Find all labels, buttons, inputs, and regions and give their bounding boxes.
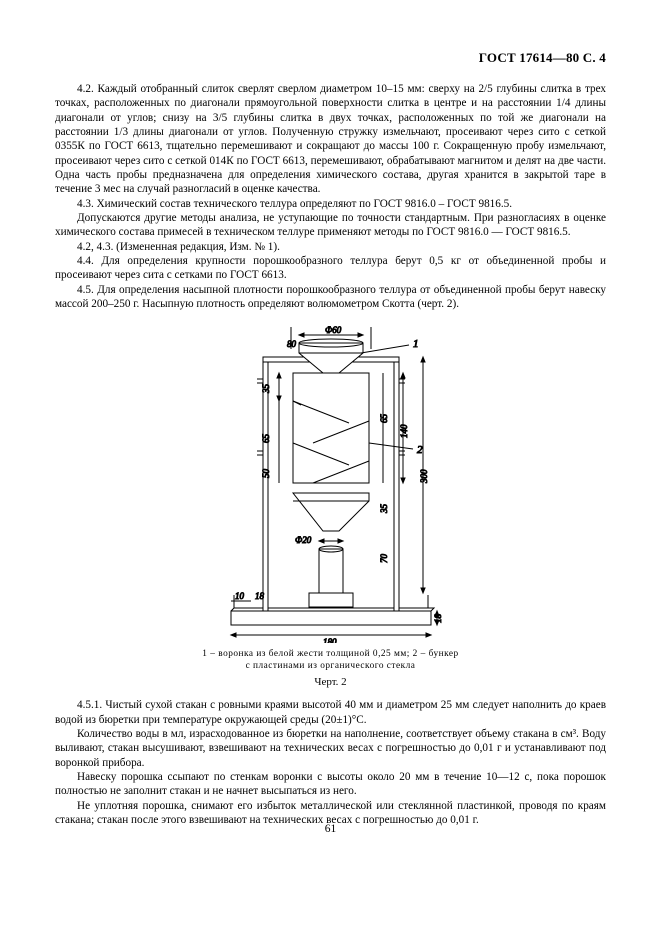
dim-70: 70 bbox=[379, 554, 389, 564]
dim-phi60: Ф60 bbox=[325, 325, 342, 335]
para: 4.5. Для определения насыпной плотности … bbox=[55, 283, 606, 312]
dim-180: 180 bbox=[323, 637, 337, 643]
figure-label: Черт. 2 bbox=[181, 676, 481, 688]
dim-65: 65 bbox=[261, 434, 271, 444]
dim-phi20: Ф20 bbox=[295, 535, 312, 545]
page-header: ГОСТ 17614—80 С. 4 bbox=[55, 50, 606, 66]
dim-18b: 18 bbox=[433, 614, 443, 624]
dim-18: 18 bbox=[255, 591, 265, 601]
dim-50: 50 bbox=[261, 469, 271, 479]
dim-140: 140 bbox=[399, 424, 409, 438]
para: 4.4. Для определения крупности порошкооб… bbox=[55, 254, 606, 283]
dim-35t: 35 bbox=[261, 384, 271, 395]
figure: Ф60 80 1 2 35 65 50 65 bbox=[181, 323, 481, 688]
dim-65s: 65 bbox=[379, 414, 389, 424]
para: 4.5.1. Чистый сухой стакан с ровными кра… bbox=[55, 698, 606, 727]
para: Допускаются другие методы анализа, не ус… bbox=[55, 211, 606, 240]
body-text-bottom: 4.5.1. Чистый сухой стакан с ровными кра… bbox=[55, 698, 606, 827]
para: Навеску порошка ссыпают по стенкам ворон… bbox=[55, 770, 606, 799]
para: Количество воды в мл, израсходованное из… bbox=[55, 727, 606, 770]
para: 4.3. Химический состав технического телл… bbox=[55, 197, 606, 211]
figure-caption: 1 – воронка из белой жести толщиной 0,25… bbox=[201, 649, 461, 672]
callout-2: 2 bbox=[417, 444, 423, 456]
dim-300: 300 bbox=[419, 469, 429, 484]
dim-35m: 35 bbox=[379, 504, 389, 515]
callout-1: 1 bbox=[413, 338, 419, 350]
para: 4.2, 4.3. (Измененная редакция, Изм. № 1… bbox=[55, 240, 606, 254]
dim-80: 80 bbox=[287, 339, 297, 349]
para: 4.2. Каждый отобранный слиток сверлят св… bbox=[55, 82, 606, 197]
dim-10: 10 bbox=[235, 591, 245, 601]
body-text-top: 4.2. Каждый отобранный слиток сверлят св… bbox=[55, 82, 606, 311]
page-number: 61 bbox=[0, 823, 661, 835]
